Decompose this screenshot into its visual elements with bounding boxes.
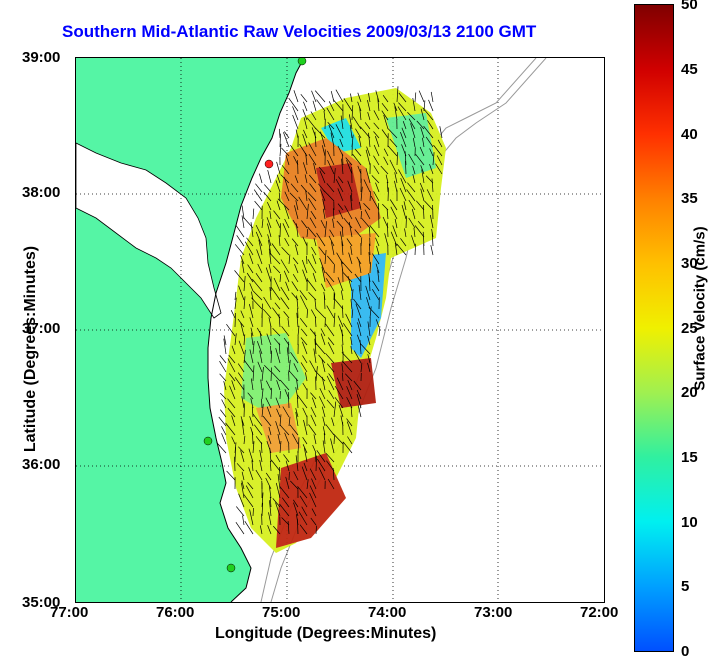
velocity-vector <box>264 185 271 193</box>
velocity-vector <box>419 91 424 102</box>
xtick-4: 73:00 <box>474 604 512 621</box>
velocity-vector <box>280 134 281 147</box>
velocity-vector <box>316 526 317 534</box>
velocity-vector <box>388 188 389 202</box>
velocity-vector <box>220 361 227 372</box>
velocity-vector <box>281 148 289 156</box>
velocity-vector <box>370 228 371 237</box>
colorbar-tick-10: 10 <box>681 514 698 531</box>
colorbar-tick-40: 40 <box>681 126 698 143</box>
xtick-1: 76:00 <box>156 604 194 621</box>
velocity-vector <box>303 102 307 111</box>
velocity-vector <box>255 184 262 192</box>
velocity-vector <box>253 508 254 516</box>
velocity-vector <box>268 170 271 183</box>
x-axis-label: Longitude (Degrees:Minutes) <box>215 625 436 643</box>
colorbar-tick-35: 35 <box>681 190 698 207</box>
velocity-vector <box>236 225 244 237</box>
station-red <box>265 160 273 168</box>
velocity-vector <box>237 235 244 246</box>
velocity-vector <box>271 346 272 354</box>
station-green-1 <box>298 58 306 65</box>
velocity-vector <box>293 106 299 120</box>
velocity-vector <box>370 262 371 273</box>
velocity-vector <box>219 417 226 426</box>
velocity-vector <box>221 426 226 435</box>
colorbar-tick-0: 0 <box>681 643 689 660</box>
velocity-vector <box>336 90 343 102</box>
velocity-vector <box>301 94 307 102</box>
map-title: Southern Mid-Atlantic Raw Velocities 200… <box>62 22 536 42</box>
velocity-vector <box>243 516 245 526</box>
velocity-vector <box>431 92 433 102</box>
station-green-3 <box>227 564 235 572</box>
colorbar <box>634 4 674 652</box>
map-svg <box>76 58 604 602</box>
velocity-vector <box>431 245 433 255</box>
xtick-5: 72:00 <box>580 604 618 621</box>
velocity-vector <box>277 162 280 174</box>
velocity-vector <box>280 467 281 480</box>
velocity-vector <box>334 436 335 445</box>
velocity-vector <box>254 190 262 201</box>
velocity-vector <box>379 326 380 336</box>
velocity-vector <box>222 433 227 444</box>
colorbar-label: Surface Velocity (cm/s) <box>692 226 709 390</box>
velocity-vector <box>255 201 262 210</box>
velocity-vector <box>220 374 226 381</box>
xtick-3: 74:00 <box>368 604 406 621</box>
velocity-vector <box>279 129 280 138</box>
velocity-vector <box>262 399 263 408</box>
ytick-1: 38:00 <box>22 184 60 201</box>
ytick-0: 39:00 <box>22 49 60 66</box>
xtick-2: 75:00 <box>262 604 300 621</box>
velocity-vector <box>220 355 226 363</box>
velocity-vector <box>294 90 298 102</box>
velocity-vector <box>298 160 299 174</box>
map-plot <box>75 57 605 603</box>
velocity-vector <box>235 457 236 471</box>
velocity-vector <box>312 91 317 102</box>
velocity-vector <box>280 223 281 237</box>
station-green-2 <box>204 437 212 445</box>
colorbar-tick-50: 50 <box>681 0 698 13</box>
velocity-vector <box>253 209 254 219</box>
velocity-vector <box>313 101 316 111</box>
colorbar-tick-5: 5 <box>681 578 689 595</box>
velocity-vector <box>259 174 262 183</box>
velocity-vector <box>236 522 244 534</box>
ytick-3: 36:00 <box>22 456 60 473</box>
velocity-vector <box>429 100 434 111</box>
velocity-vector <box>236 507 244 517</box>
ytick-4: 35:00 <box>22 594 60 611</box>
velocity-vector <box>307 256 308 264</box>
velocity-vector <box>406 216 407 228</box>
colorbar-tick-45: 45 <box>681 61 698 78</box>
velocity-vector <box>244 403 245 417</box>
colorbar-tick-15: 15 <box>681 449 698 466</box>
velocity-vector <box>235 292 236 300</box>
velocity-vector <box>280 391 281 399</box>
velocity-vector <box>415 93 416 103</box>
velocity-vector <box>235 244 244 255</box>
y-axis-label: Latitude (Degrees:Minutes) <box>22 246 40 452</box>
velocity-vector <box>235 313 236 327</box>
